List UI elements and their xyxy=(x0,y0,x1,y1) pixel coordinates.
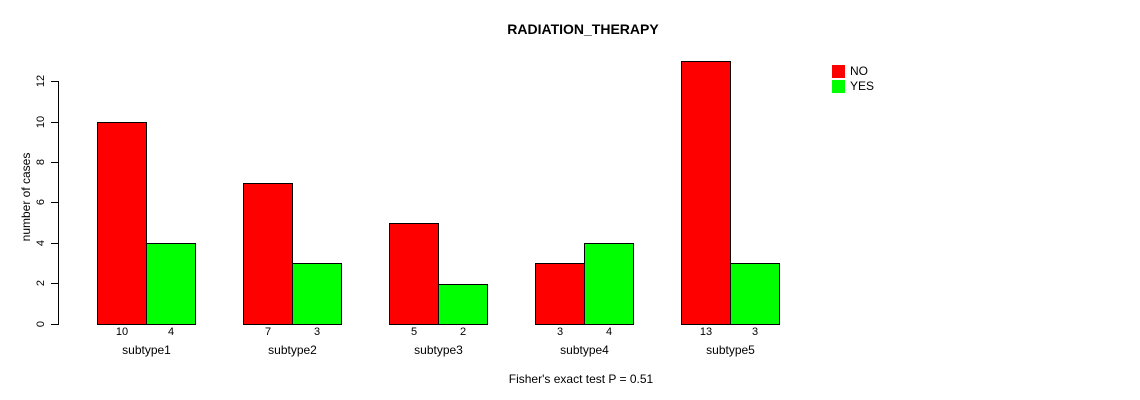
bar-no-subtype5 xyxy=(681,61,731,325)
y-axis-line xyxy=(58,81,59,325)
bar-value-label: 13 xyxy=(699,326,713,338)
bar-value-label: 10 xyxy=(115,326,129,338)
legend-item-no: NO xyxy=(832,64,874,78)
y-tick-label: 12 xyxy=(35,74,47,88)
bar-yes-subtype2 xyxy=(292,263,342,325)
y-tick-mark xyxy=(51,81,58,82)
bar-yes-subtype5 xyxy=(730,263,780,325)
y-tick-mark xyxy=(51,202,58,203)
y-axis-label: number of cases xyxy=(19,152,33,242)
legend-item-yes: YES xyxy=(832,79,874,93)
x-category-label: subtype4 xyxy=(560,343,609,357)
legend-swatch-no xyxy=(832,64,845,78)
bar-no-subtype3 xyxy=(389,223,439,325)
y-tick-mark xyxy=(51,324,58,325)
bar-value-label: 3 xyxy=(556,326,564,338)
bar-yes-subtype4 xyxy=(584,243,634,325)
bar-value-label: 4 xyxy=(605,326,613,338)
y-tick-label: 6 xyxy=(35,198,47,206)
bar-value-label: 4 xyxy=(167,326,175,338)
legend-label-no: NO xyxy=(850,63,868,78)
x-category-label: subtype1 xyxy=(122,343,171,357)
bar-no-subtype1 xyxy=(97,122,147,325)
legend-label-yes: YES xyxy=(850,78,875,93)
y-tick-mark xyxy=(51,122,58,123)
y-tick-mark xyxy=(51,243,58,244)
y-tick-mark xyxy=(51,162,58,163)
annotation-caption: Fisher's exact test P = 0.51 xyxy=(508,372,654,386)
x-category-label: subtype5 xyxy=(706,343,755,357)
bar-yes-subtype3 xyxy=(438,284,488,325)
y-tick-label: 0 xyxy=(35,320,47,328)
y-tick-mark xyxy=(51,283,58,284)
y-tick-label: 2 xyxy=(35,279,47,287)
bar-value-label: 5 xyxy=(410,326,418,338)
x-category-label: subtype3 xyxy=(414,343,463,357)
legend: NO YES xyxy=(832,64,874,94)
legend-swatch-yes xyxy=(832,79,845,93)
bar-value-label: 2 xyxy=(459,326,467,338)
chart-title: RADIATION_THERAPY xyxy=(507,21,659,37)
y-tick-label: 4 xyxy=(35,239,47,247)
bar-no-subtype2 xyxy=(243,183,293,325)
y-tick-label: 10 xyxy=(35,115,47,129)
bar-value-label: 3 xyxy=(313,326,321,338)
bar-value-label: 3 xyxy=(751,326,759,338)
y-tick-label: 8 xyxy=(35,158,47,166)
bar-no-subtype4 xyxy=(535,263,585,325)
bar-yes-subtype1 xyxy=(146,243,196,325)
x-category-label: subtype2 xyxy=(268,343,317,357)
bar-value-label: 7 xyxy=(264,326,272,338)
